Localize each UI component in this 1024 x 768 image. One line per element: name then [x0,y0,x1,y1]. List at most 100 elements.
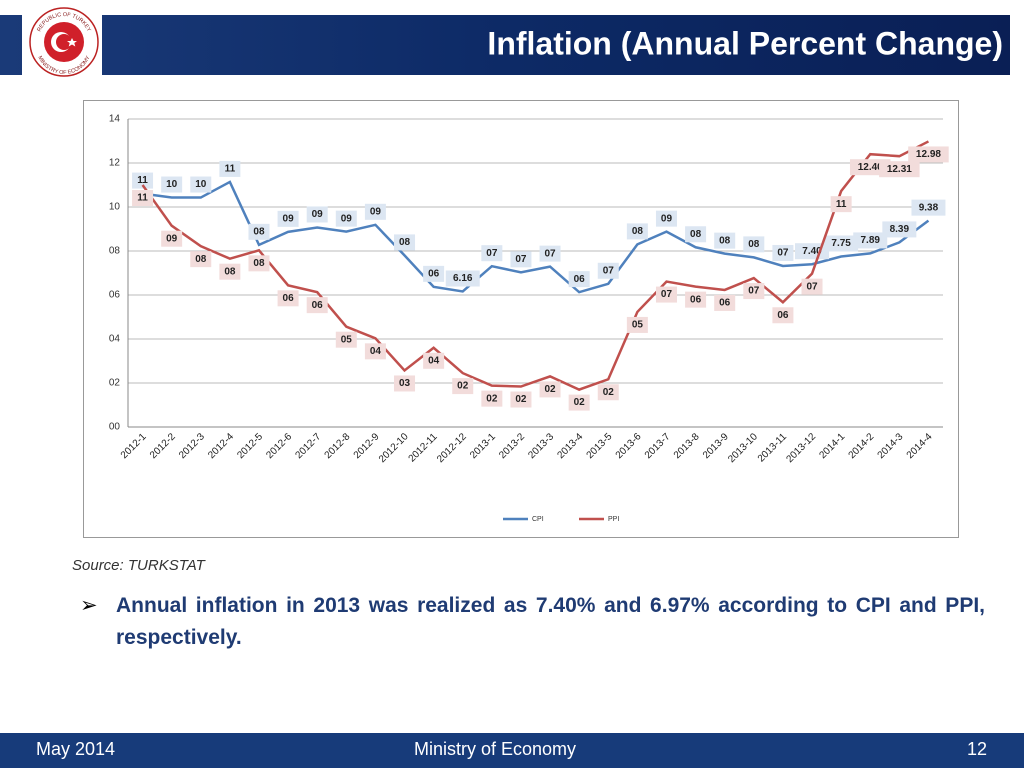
data-label-bg [626,316,648,333]
data-label: 08 [248,223,270,240]
data-label-text: 02 [457,381,469,392]
data-label-text: 07 [486,248,498,259]
data-label-bg [481,390,503,407]
y-tick-label: 02 [109,378,121,389]
data-label-bg [568,271,590,288]
data-label-text: 09 [283,214,295,225]
y-tick-label: 00 [109,422,121,433]
data-label: 07 [481,245,503,262]
bullet-arrow: ➢ [80,594,98,617]
data-label-bg [452,378,474,395]
data-label-bg [364,343,386,360]
data-label-bg [161,176,183,193]
data-label-bg [510,391,532,408]
data-label-bg [908,146,949,163]
data-label: 07 [772,244,794,261]
data-label-bg [510,251,532,268]
data-label-text: 08 [399,237,411,248]
data-label-bg [772,307,794,324]
data-label-text: 07 [603,265,615,276]
data-label: 02 [568,394,590,411]
data-label-bg [879,161,920,178]
data-label-bg [219,263,241,280]
data-label-text: 08 [253,226,265,237]
data-label-bg [248,255,270,272]
data-label: 06 [772,307,794,324]
data-label: 06 [685,291,707,308]
data-label-text: 02 [574,397,586,408]
data-label-text: 12.31 [887,164,912,175]
data-label-text: 08 [195,254,207,265]
data-label: 09 [277,210,299,227]
data-label: 12.31 [879,161,920,178]
data-label-bg [423,352,445,369]
data-label-bg [539,245,561,262]
data-label-text: 12.40 [858,162,883,173]
data-label-text: 02 [486,393,498,404]
data-label: 06 [568,271,590,288]
y-tick-label: 12 [109,158,121,169]
data-label-text: 09 [341,213,353,224]
data-label: 11 [132,172,154,189]
data-label-text: 09 [370,206,382,217]
data-label-bg [161,230,183,247]
source: Source: TURKSTAT [72,557,205,574]
data-label: 7.75 [824,235,859,252]
data-label-text: 9.38 [919,202,939,213]
data-label: 05 [335,331,357,348]
data-label: 10 [190,176,212,193]
data-label-bg [685,291,707,308]
bullet-point: ➢ Annual inflation in 2013 was realized a… [80,590,985,654]
data-label: 06 [277,290,299,307]
data-label: 8.39 [882,221,917,238]
data-label-bg [335,210,357,227]
data-label-text: 09 [661,213,673,224]
data-label-text: 12.98 [916,149,941,160]
footer-org: Ministry of Economy [414,739,576,759]
data-label: 08 [626,223,648,240]
data-label-text: 11 [836,199,847,210]
data-label-text: 7.40 [802,246,822,257]
data-label-bg [219,160,241,177]
data-label-text: 04 [370,346,382,357]
y-tick-label: 14 [109,114,121,125]
data-label-text: 04 [428,355,440,366]
data-label-bg [248,223,270,240]
data-label-bg [394,234,416,251]
data-label-bg [655,210,677,227]
footer-date: May 2014 [36,739,115,759]
data-label-bg [277,210,299,227]
data-label-text: 05 [341,334,353,345]
data-label: 6.16 [445,270,480,287]
data-label-bg [743,283,765,300]
footer-page: 12 [967,739,987,759]
data-label: 11 [830,196,852,213]
data-label: 09 [335,210,357,227]
data-label: 7.40 [795,243,830,260]
data-label-text: 10 [195,179,207,190]
data-label-text: 10 [166,179,178,190]
data-label: 7.89 [853,232,888,249]
data-label-bg [481,245,503,262]
data-label: 08 [394,234,416,251]
data-label-bg [853,232,888,249]
data-label-bg [714,294,736,311]
data-label-bg [190,251,212,268]
data-label-text: 08 [690,229,702,240]
series-line [141,140,930,391]
data-label-text: 7.89 [860,235,880,246]
data-label-text: 06 [574,274,586,285]
data-label-bg [190,176,212,193]
data-label-text: 8.39 [890,224,910,235]
legend-label: PPI [608,516,619,523]
data-label: 08 [714,232,736,249]
data-label: 09 [364,203,386,220]
data-label: 06 [306,297,328,314]
data-label: 08 [219,263,241,280]
data-label: 9.38 [911,199,946,216]
data-label: 07 [597,262,619,279]
data-label: 11 [132,190,154,206]
data-label-bg [772,244,794,261]
data-label-text: 07 [661,289,673,300]
